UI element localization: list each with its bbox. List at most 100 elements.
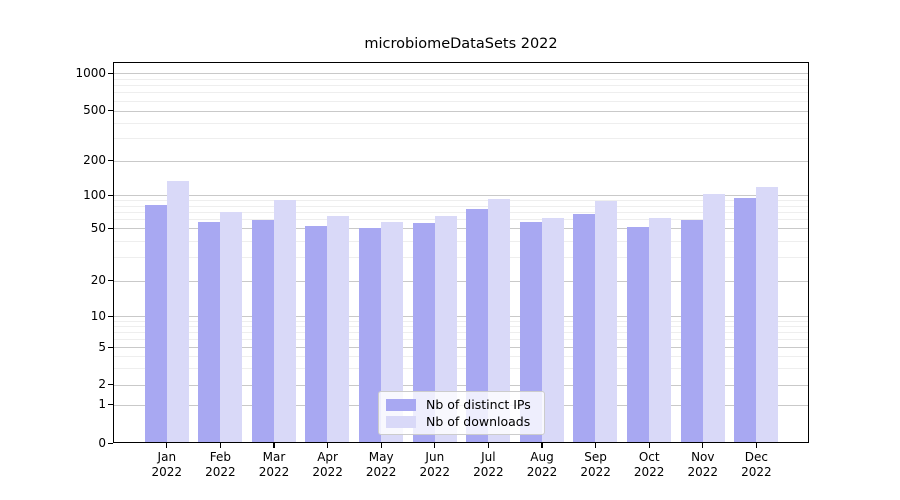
y-tickmark — [108, 195, 113, 197]
x-tick-label-line: Nov — [691, 450, 715, 464]
x-tickmark — [327, 443, 329, 448]
x-tickmark — [702, 443, 704, 448]
y-tick-label: 2 — [98, 377, 106, 392]
minor-gridline — [114, 85, 808, 87]
legend: Nb of distinct IPs Nb of downloads — [378, 391, 545, 435]
y-tick-label: 5 — [98, 339, 106, 354]
x-tickmark — [648, 443, 650, 448]
x-tick-label-line: Oct — [638, 450, 660, 464]
x-tick-label-line: Sep — [584, 450, 607, 464]
x-tickmark — [595, 443, 597, 448]
x-tickmark — [487, 443, 489, 448]
plot-area — [113, 62, 809, 443]
major-gridline — [114, 347, 808, 349]
bar-aug-ips — [519, 222, 542, 442]
x-tick-label: Dec 2022 — [728, 450, 784, 480]
x-tick-label-line: Jan — [157, 450, 177, 464]
minor-gridline — [114, 205, 808, 207]
x-tick-label-line: Aug — [530, 450, 554, 464]
x-tick-label-line: 2022 — [419, 465, 451, 479]
bar-dec-downloads — [756, 187, 779, 442]
y-tick-label: 0 — [98, 435, 106, 450]
bar-jun-downloads — [434, 215, 457, 442]
y-tick-label: 1000 — [75, 65, 106, 80]
bar-jul-downloads — [488, 198, 511, 442]
x-tick-label-line: 2022 — [687, 465, 719, 479]
y-tick-label: 50 — [90, 220, 106, 235]
x-tick-label-line: 2022 — [741, 465, 772, 479]
x-tick-label-line: 2022 — [312, 465, 343, 479]
minor-gridline — [114, 212, 808, 214]
bar-apr-ips — [305, 225, 328, 442]
x-tickmark — [434, 443, 436, 448]
legend-row: Nb of distinct IPs — [386, 396, 538, 413]
x-tick-label: Mar 2022 — [246, 450, 302, 480]
y-tick-label: 500 — [83, 103, 106, 118]
bar-aug-downloads — [541, 217, 564, 442]
major-gridline — [114, 195, 808, 197]
y-tickmark — [108, 72, 113, 74]
x-tick-label-line: Apr — [317, 450, 338, 464]
bar-oct-ips — [627, 226, 649, 442]
minor-gridline — [114, 240, 808, 242]
bar-dec-ips — [734, 198, 757, 442]
bar-mar-downloads — [273, 199, 296, 442]
minor-gridline — [114, 338, 808, 340]
bar-apr-downloads — [327, 216, 350, 442]
y-tickmark — [108, 346, 113, 348]
x-tick-label: Oct 2022 — [621, 450, 677, 480]
x-tick-label: Aug 2022 — [514, 450, 570, 480]
x-tickmark — [273, 443, 275, 448]
legend-label: Nb of distinct IPs — [426, 397, 531, 412]
x-tick-label: Jan 2022 — [139, 450, 195, 480]
x-tickmark — [380, 443, 382, 448]
minor-gridline — [114, 356, 808, 358]
legend-swatch — [386, 398, 416, 411]
major-gridline — [114, 110, 808, 112]
y-tickmark — [108, 384, 113, 386]
minor-gridline — [114, 122, 808, 124]
minor-gridline — [114, 367, 808, 369]
legend-swatch — [386, 415, 416, 428]
major-gridline — [114, 280, 808, 282]
y-tickmark — [108, 160, 113, 162]
x-tick-label-line: Jul — [481, 450, 496, 464]
minor-gridline — [114, 257, 808, 259]
x-tick-label: Sep 2022 — [568, 450, 624, 480]
y-tick-label: 100 — [83, 188, 106, 203]
minor-gridline — [114, 326, 808, 328]
legend-row: Nb of downloads — [386, 413, 538, 430]
bar-jul-ips — [466, 208, 489, 442]
y-tick-label: 20 — [90, 273, 106, 288]
minor-gridline — [114, 138, 808, 140]
legend-label: Nb of downloads — [426, 414, 531, 429]
chart-title: microbiomeDataSets 2022 — [364, 36, 558, 52]
x-tick-label-line: 2022 — [205, 465, 236, 479]
x-tick-label: May 2022 — [353, 450, 409, 480]
major-gridline — [114, 228, 808, 230]
minor-gridline — [114, 200, 808, 202]
bar-oct-downloads — [649, 217, 671, 442]
y-tick-label: 1 — [98, 397, 106, 412]
x-tick-label-line: 2022 — [258, 465, 290, 479]
y-tickmark — [108, 442, 113, 444]
x-tickmark — [166, 443, 168, 448]
major-gridline — [114, 160, 808, 162]
x-tick-label-line: 2022 — [526, 465, 558, 479]
bar-feb-ips — [198, 222, 221, 442]
x-tick-label: Feb 2022 — [192, 450, 248, 480]
y-tickmark — [108, 404, 113, 406]
minor-gridline — [114, 100, 808, 102]
bar-jun-ips — [412, 223, 435, 442]
y-tick-label: 10 — [90, 308, 106, 323]
minor-gridline — [114, 219, 808, 221]
major-gridline — [114, 316, 808, 318]
bar-may-downloads — [381, 222, 403, 442]
x-tick-label-line: Feb — [209, 450, 232, 464]
x-tickmark — [755, 443, 757, 448]
y-tickmark — [108, 315, 113, 317]
bar-feb-downloads — [220, 212, 243, 442]
x-tick-label-line: Mar — [262, 450, 286, 464]
x-tick-label-line: 2022 — [473, 465, 504, 479]
